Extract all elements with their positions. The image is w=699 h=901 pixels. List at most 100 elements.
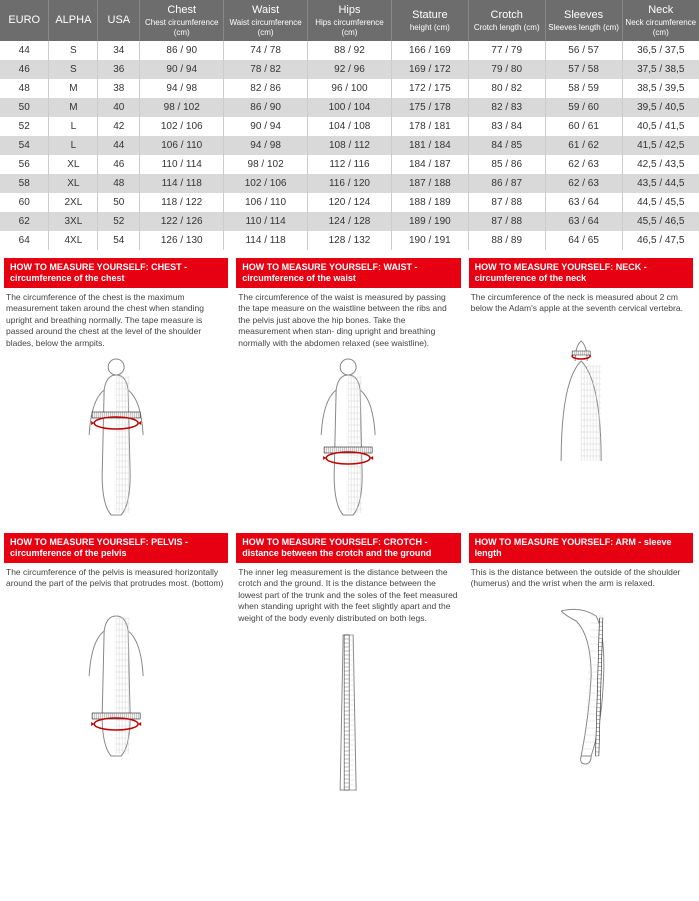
size-cell: 114 / 118	[140, 174, 224, 193]
size-cell: 41,5 / 42,5	[622, 136, 699, 155]
size-cell: 102 / 106	[140, 117, 224, 136]
size-row: 50M4098 / 10286 / 90100 / 104175 / 17882…	[0, 98, 699, 117]
size-row: 644XL54126 / 130114 / 118128 / 132190 / …	[0, 231, 699, 250]
size-cell: 84 / 85	[468, 136, 545, 155]
size-row: 44S3486 / 9074 / 7888 / 92166 / 16977 / …	[0, 41, 699, 60]
size-cell: 100 / 104	[308, 98, 392, 117]
size-cell: 57 / 58	[545, 60, 622, 79]
col-header: EURO	[0, 0, 49, 41]
size-cell: 110 / 114	[140, 155, 224, 174]
size-cell: 58 / 59	[545, 79, 622, 98]
size-chart-table: EUROALPHAUSAChestChest circumference (cm…	[0, 0, 699, 250]
size-cell: 36	[98, 60, 140, 79]
size-cell: 62 / 63	[545, 155, 622, 174]
guide-figure	[236, 630, 460, 800]
col-header: Statureheight (cm)	[391, 0, 468, 41]
size-cell: 118 / 122	[140, 193, 224, 212]
size-cell: 34	[98, 41, 140, 60]
guide-title: HOW TO MEASURE YOURSELF: WAIST - circumf…	[236, 258, 460, 288]
size-cell: 110 / 114	[224, 212, 308, 231]
size-cell: 120 / 124	[308, 193, 392, 212]
measurement-guide: HOW TO MEASURE YOURSELF: PELVIS - circum…	[4, 533, 228, 800]
col-header: ALPHA	[49, 0, 98, 41]
size-cell: 86 / 90	[140, 41, 224, 60]
size-cell: 48	[0, 79, 49, 98]
size-cell: 98 / 102	[140, 98, 224, 117]
size-cell: 46	[98, 155, 140, 174]
measurement-guide: HOW TO MEASURE YOURSELF: NECK - circumfe…	[469, 258, 693, 525]
size-cell: 189 / 190	[391, 212, 468, 231]
guide-figure	[4, 355, 228, 525]
size-row: 56XL46110 / 11498 / 102112 / 116184 / 18…	[0, 155, 699, 174]
size-cell: 59 / 60	[545, 98, 622, 117]
size-cell: 38,5 / 39,5	[622, 79, 699, 98]
size-cell: 184 / 187	[391, 155, 468, 174]
size-cell: 54	[98, 231, 140, 250]
col-header: USA	[98, 0, 140, 41]
col-header: HipsHips circumference (cm)	[308, 0, 392, 41]
col-header: ChestChest circumference (cm)	[140, 0, 224, 41]
size-cell: 61 / 62	[545, 136, 622, 155]
size-cell: 79 / 80	[468, 60, 545, 79]
size-cell: 52	[98, 212, 140, 231]
size-cell: M	[49, 98, 98, 117]
header-row: EUROALPHAUSAChestChest circumference (cm…	[0, 0, 699, 41]
size-cell: XL	[49, 155, 98, 174]
col-header: CrotchCrotch length (cm)	[468, 0, 545, 41]
size-cell: 85 / 86	[468, 155, 545, 174]
size-cell: S	[49, 41, 98, 60]
size-cell: 122 / 126	[140, 212, 224, 231]
size-cell: 112 / 116	[308, 155, 392, 174]
size-row: 54L44106 / 11094 / 98108 / 112181 / 1848…	[0, 136, 699, 155]
size-cell: 90 / 94	[140, 60, 224, 79]
size-cell: 83 / 84	[468, 117, 545, 136]
guide-title: HOW TO MEASURE YOURSELF: NECK - circumfe…	[469, 258, 693, 288]
size-row: 48M3894 / 9882 / 8696 / 100172 / 17580 /…	[0, 79, 699, 98]
size-cell: 42,5 / 43,5	[622, 155, 699, 174]
size-cell: 46,5 / 47,5	[622, 231, 699, 250]
size-cell: 175 / 178	[391, 98, 468, 117]
size-cell: 62	[0, 212, 49, 231]
size-cell: 38	[98, 79, 140, 98]
col-header: NeckNeck circumference (cm)	[622, 0, 699, 41]
guide-description: The inner leg measurement is the distanc…	[236, 563, 460, 630]
size-cell: 43,5 / 44,5	[622, 174, 699, 193]
size-cell: 102 / 106	[224, 174, 308, 193]
size-row: 46S3690 / 9478 / 8292 / 96169 / 17279 / …	[0, 60, 699, 79]
size-cell: 108 / 112	[308, 136, 392, 155]
guide-title: HOW TO MEASURE YOURSELF: CROTCH - distan…	[236, 533, 460, 563]
size-cell: 188 / 189	[391, 193, 468, 212]
size-cell: 86 / 90	[224, 98, 308, 117]
measurement-guide: HOW TO MEASURE YOURSELF: ARM - sleeve le…	[469, 533, 693, 800]
size-cell: 36,5 / 37,5	[622, 41, 699, 60]
size-row: 602XL50118 / 122106 / 110120 / 124188 / …	[0, 193, 699, 212]
size-cell: 98 / 102	[224, 155, 308, 174]
size-cell: 166 / 169	[391, 41, 468, 60]
size-cell: 2XL	[49, 193, 98, 212]
size-cell: 60 / 61	[545, 117, 622, 136]
col-header: WaistWaist circumference (cm)	[224, 0, 308, 41]
size-chart-body: 44S3486 / 9074 / 7888 / 92166 / 16977 / …	[0, 41, 699, 250]
col-header: SleevesSleeves length (cm)	[545, 0, 622, 41]
size-cell: 42	[98, 117, 140, 136]
size-cell: 116 / 120	[308, 174, 392, 193]
size-cell: 60	[0, 193, 49, 212]
size-cell: 82 / 83	[468, 98, 545, 117]
size-cell: 54	[0, 136, 49, 155]
size-cell: 77 / 79	[468, 41, 545, 60]
measurement-guide: HOW TO MEASURE YOURSELF: CHEST - circumf…	[4, 258, 228, 525]
measurement-guide: HOW TO MEASURE YOURSELF: WAIST - circumf…	[236, 258, 460, 525]
size-cell: L	[49, 136, 98, 155]
size-cell: 178 / 181	[391, 117, 468, 136]
guide-figure	[236, 355, 460, 525]
size-cell: 128 / 132	[308, 231, 392, 250]
size-cell: 44	[0, 41, 49, 60]
size-cell: 92 / 96	[308, 60, 392, 79]
size-cell: 62 / 63	[545, 174, 622, 193]
size-cell: 40	[98, 98, 140, 117]
size-cell: 63 / 64	[545, 193, 622, 212]
size-cell: 78 / 82	[224, 60, 308, 79]
size-cell: 56	[0, 155, 49, 174]
size-cell: 114 / 118	[224, 231, 308, 250]
size-cell: 169 / 172	[391, 60, 468, 79]
